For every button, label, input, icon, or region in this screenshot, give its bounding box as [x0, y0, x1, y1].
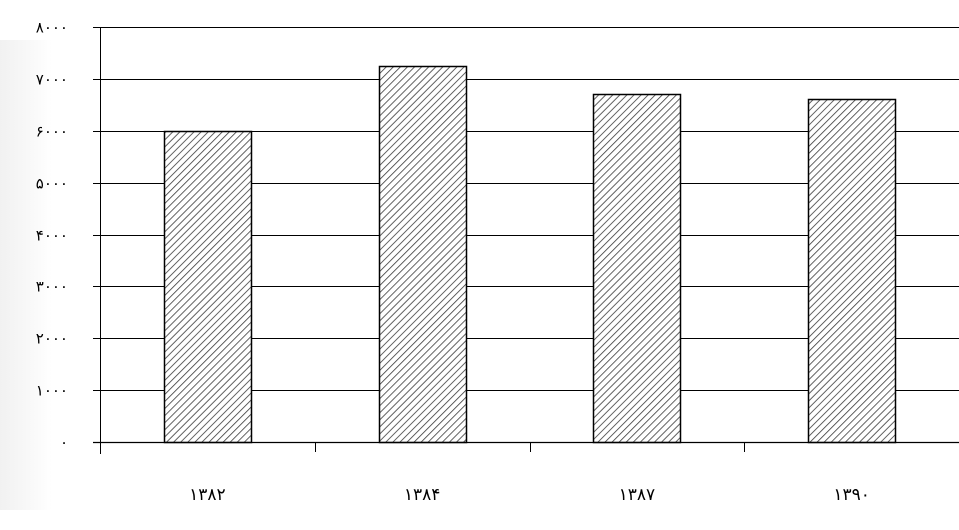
background-band: [0, 40, 52, 510]
y-tick-label: ۸۰۰۰: [36, 19, 68, 37]
bar-3: [592, 93, 682, 444]
x-category-label: ۱۳۸۴: [404, 485, 441, 505]
y-tick-label: ۲۰۰۰: [36, 330, 68, 348]
x-category-label: ۱۳۸۲: [189, 485, 226, 505]
bar-4: [807, 98, 897, 444]
y-tick-label: ۰: [60, 434, 68, 452]
axes: [93, 27, 959, 454]
bar-2: [378, 65, 468, 444]
bars: [163, 65, 897, 444]
y-tick-label: ۶۰۰۰: [36, 123, 68, 141]
y-tick-label: ۳۰۰۰: [36, 278, 68, 296]
labels: ۰ ۱۰۰۰ ۲۰۰۰ ۳۰۰۰ ۴۰۰۰ ۵۰۰۰ ۶۰۰۰ ۷۰۰۰ ۸۰۰۰ ۱۳۸۲ ۱۳۸…: [36, 19, 870, 506]
y-tick-label: ۷۰۰۰: [36, 71, 68, 89]
y-tick-label: ۱۰۰۰: [36, 382, 68, 400]
bar-1: [163, 130, 253, 444]
x-category-label: ۱۳۸۷: [619, 485, 656, 505]
y-tick-label: ۵۰۰۰: [36, 175, 68, 193]
y-tick-label: ۴۰۰۰: [36, 227, 68, 245]
x-category-label: ۱۳۹۰: [833, 485, 870, 505]
